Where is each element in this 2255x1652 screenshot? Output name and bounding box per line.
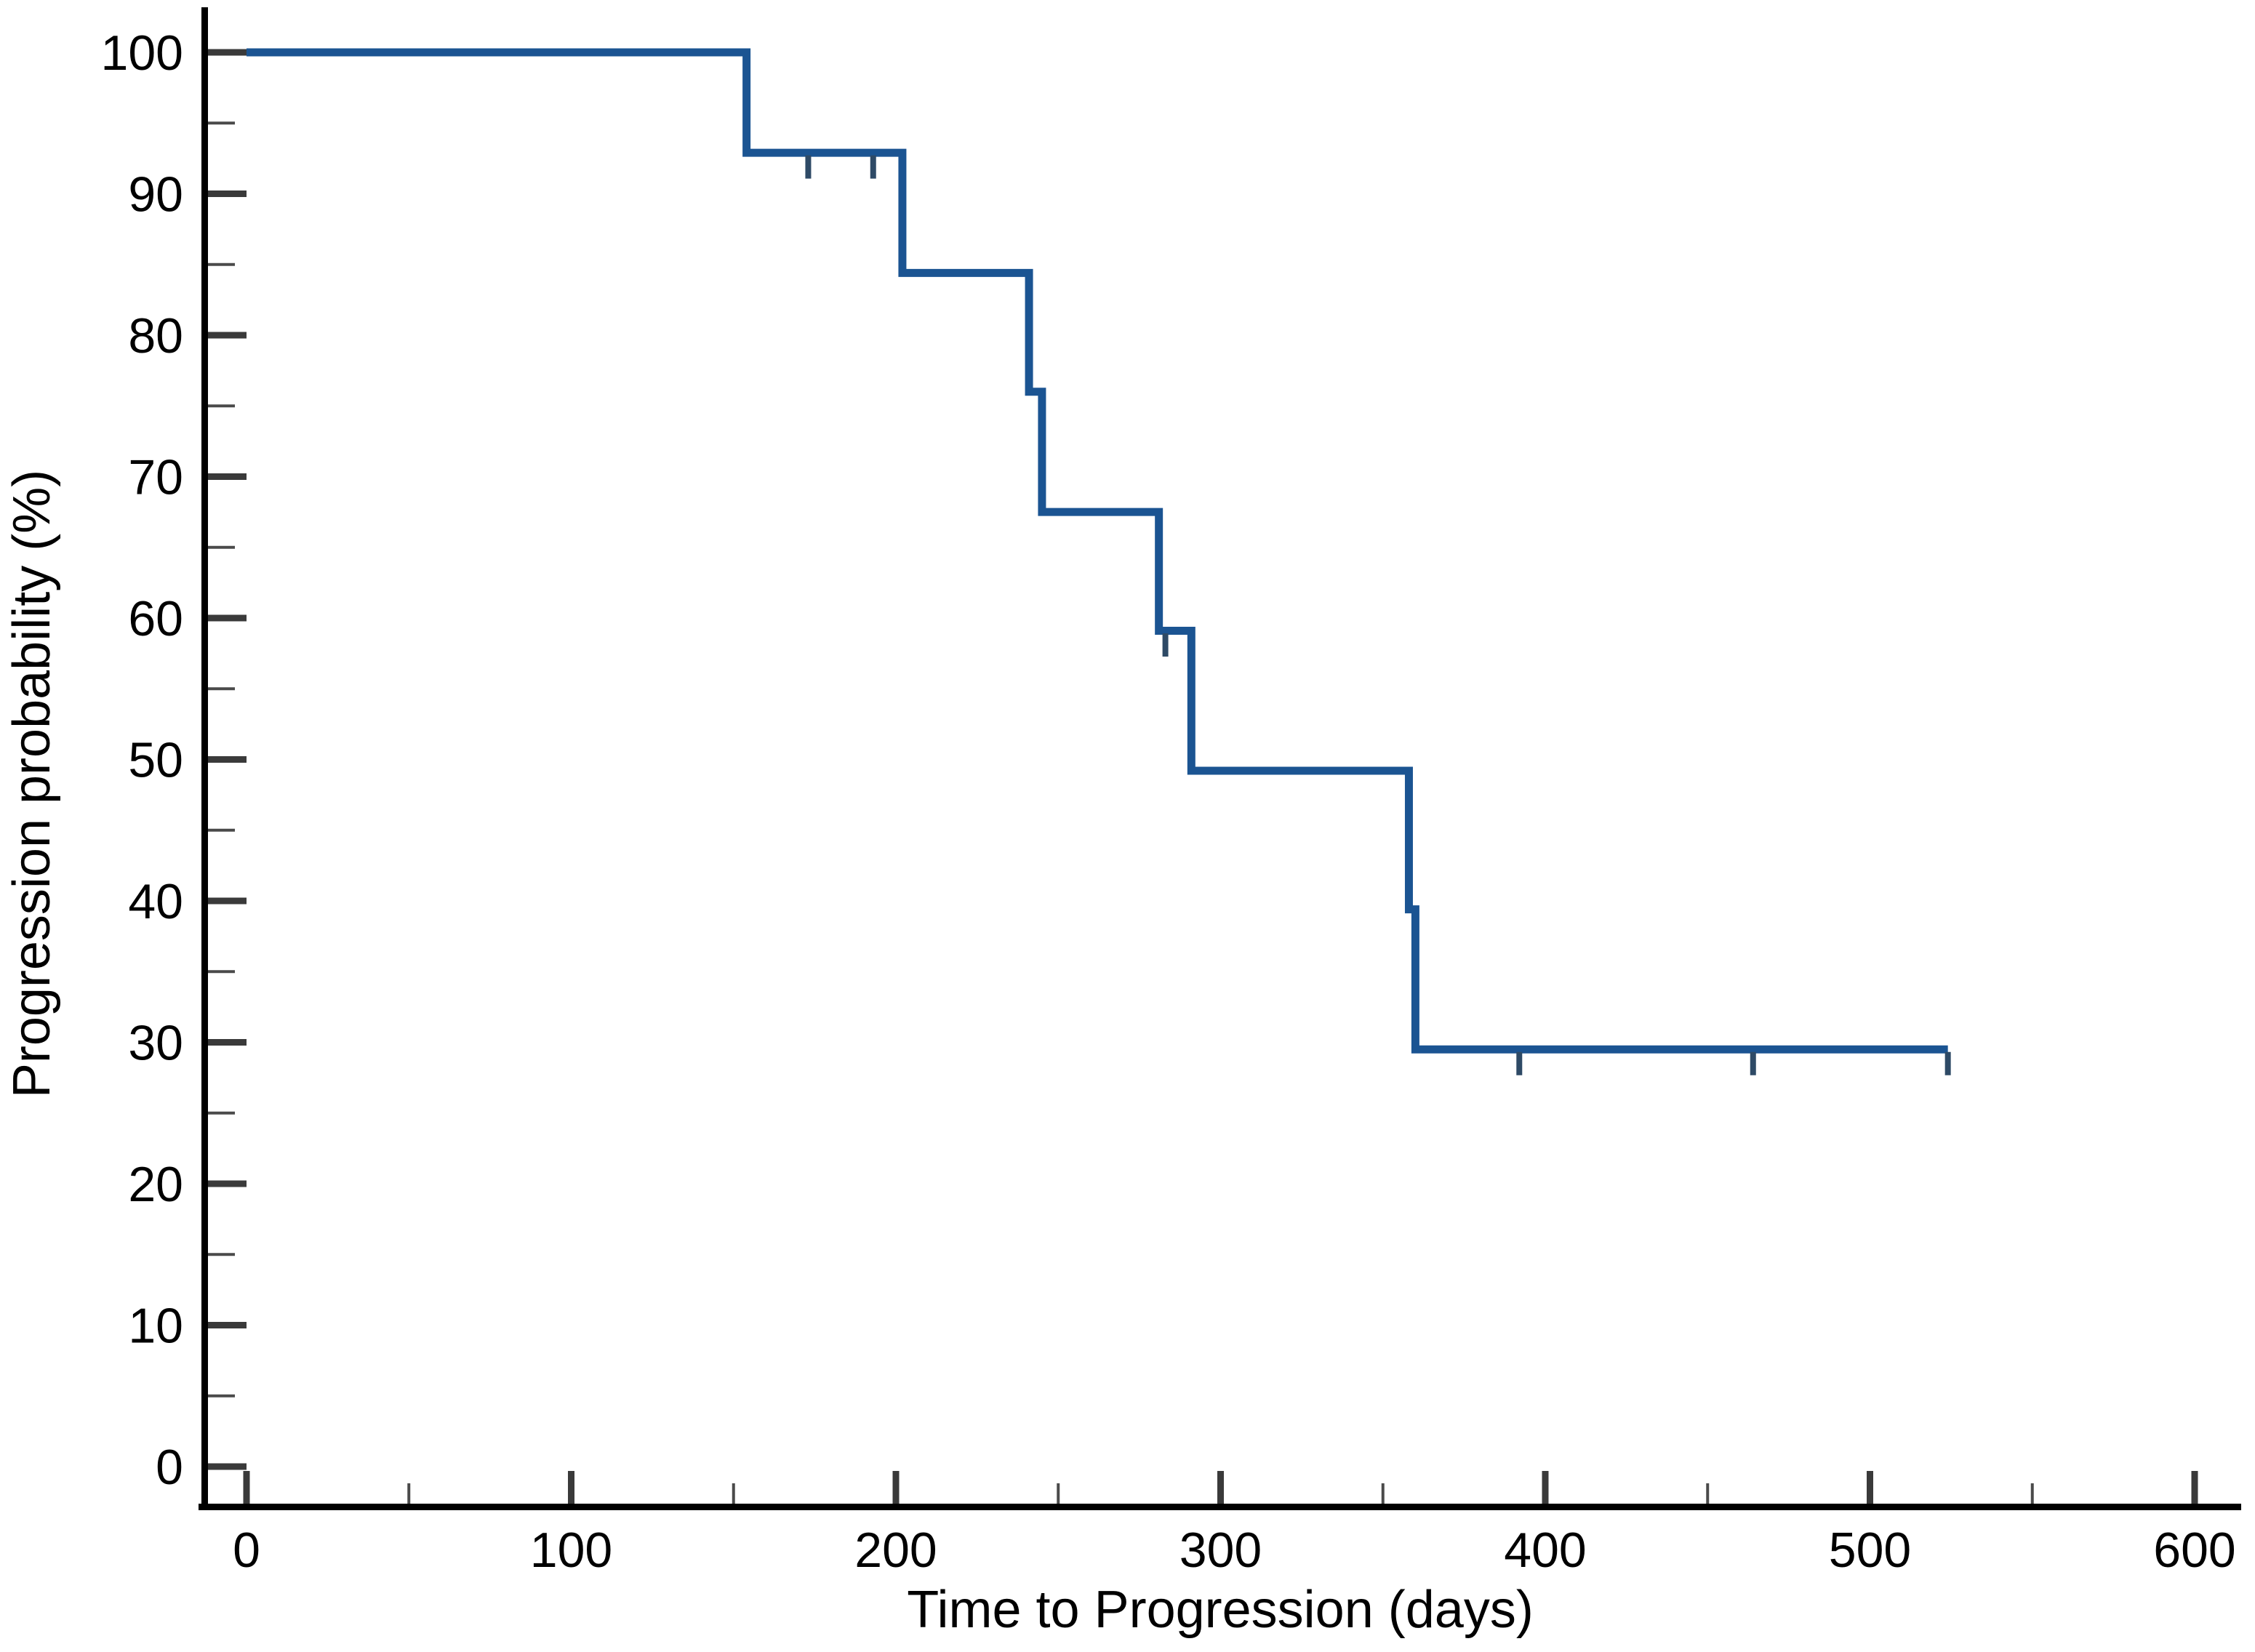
y-tick-label: 30 (128, 1016, 183, 1071)
y-axis-title: Progression probability (%) (3, 470, 61, 1098)
plot-area: 0 10 20 30 40 50 60 70 80 90 100 0 100 200 300 400 500 60… (101, 7, 2241, 1578)
y-tick-label: 40 (128, 874, 183, 929)
x-tick-label: 100 (530, 1523, 612, 1578)
x-tick-label: 200 (854, 1523, 937, 1578)
y-tick-label: 100 (101, 25, 183, 81)
y-tick-label: 50 (128, 733, 183, 788)
x-tick-label: 500 (1829, 1523, 1911, 1578)
y-tick-label: 90 (128, 167, 183, 222)
x-tick-label: 400 (1504, 1523, 1586, 1578)
y-tick-label: 70 (128, 450, 183, 505)
y-tick-label: 20 (128, 1157, 183, 1212)
x-tick-label: 600 (2153, 1523, 2235, 1578)
y-tick-label: 10 (128, 1299, 183, 1354)
y-tick-label: 60 (128, 591, 183, 646)
x-tick-label: 300 (1179, 1523, 1262, 1578)
x-axis-title: Time to Progression (days) (907, 1581, 1534, 1639)
y-tick-label: 0 (156, 1440, 183, 1495)
y-tick-label: 80 (128, 308, 183, 364)
x-tick-label: 0 (233, 1523, 260, 1578)
survival-step-curve (247, 48, 1948, 1054)
